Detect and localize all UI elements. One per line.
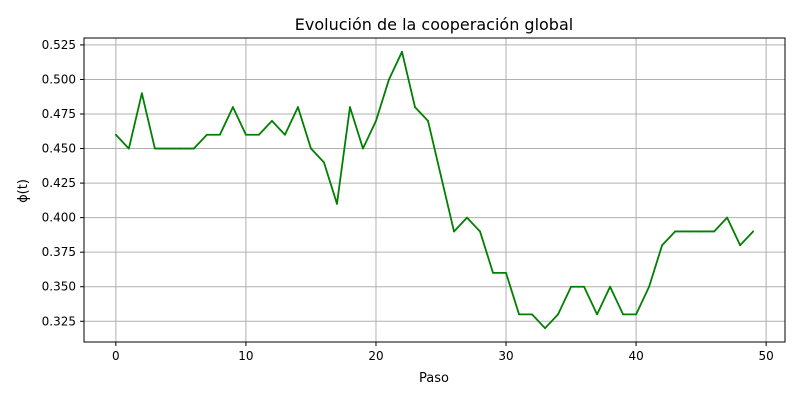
data-point xyxy=(557,313,559,316)
x-tick-label: 10 xyxy=(238,349,253,363)
data-point xyxy=(245,133,247,136)
data-point xyxy=(492,272,494,274)
data-point xyxy=(284,133,286,136)
series-group xyxy=(114,50,755,330)
y-tick-label: 0.500 xyxy=(42,72,76,86)
data-point xyxy=(531,313,533,316)
data-point xyxy=(414,106,416,108)
chart-title: Evolución de la cooperación global xyxy=(295,15,573,34)
data-point xyxy=(466,216,468,219)
plot-frame xyxy=(83,37,786,343)
data-point xyxy=(739,244,742,247)
y-tick-label: 0.475 xyxy=(42,107,76,121)
data-point xyxy=(661,244,663,247)
data-point xyxy=(219,133,221,136)
grid-lines xyxy=(84,38,785,342)
data-point xyxy=(440,175,442,178)
data-point xyxy=(297,106,299,108)
y-axis-label: ϕ(t) xyxy=(16,179,31,203)
axis-ticks: 0 10 20 30 40 50 0.325 0.350 0.375 0.400 0.425 0.45… xyxy=(42,38,774,363)
data-point xyxy=(752,230,755,233)
data-point xyxy=(700,230,703,233)
data-point xyxy=(271,120,273,122)
x-axis-label: Paso xyxy=(419,371,449,386)
data-point xyxy=(648,285,650,288)
x-tick-label: 50 xyxy=(759,349,774,363)
y-tick-label: 0.425 xyxy=(42,176,76,190)
data-point xyxy=(674,230,677,233)
data-point xyxy=(401,50,403,53)
data-point xyxy=(596,313,598,316)
data-point xyxy=(570,285,572,288)
data-point xyxy=(375,120,377,122)
data-point xyxy=(310,147,312,150)
x-tick-label: 0 xyxy=(112,349,120,363)
x-tick-label: 40 xyxy=(628,349,643,363)
data-point xyxy=(153,147,156,150)
data-point xyxy=(127,147,130,150)
data-point xyxy=(505,272,507,274)
data-point xyxy=(713,230,716,233)
data-point xyxy=(609,285,611,288)
data-point xyxy=(206,133,208,136)
data-point xyxy=(583,285,585,288)
data-point xyxy=(518,313,520,316)
data-point xyxy=(323,161,325,164)
series-line xyxy=(115,50,754,330)
y-tick-label: 0.350 xyxy=(42,280,76,294)
y-tick-label: 0.525 xyxy=(42,38,76,52)
data-point xyxy=(544,327,546,330)
y-tick-label: 0.450 xyxy=(42,142,76,156)
data-point xyxy=(479,230,481,233)
data-point xyxy=(192,147,195,150)
data-point xyxy=(362,147,364,150)
data-point xyxy=(349,106,351,108)
data-point xyxy=(336,202,338,205)
data-point xyxy=(388,78,390,81)
y-tick-label: 0.325 xyxy=(42,314,76,328)
data-point xyxy=(114,133,117,136)
data-point xyxy=(179,147,182,150)
data-point xyxy=(726,216,729,219)
data-point xyxy=(635,313,637,316)
data-point xyxy=(622,313,624,316)
y-tick-label: 0.375 xyxy=(42,245,76,259)
data-point xyxy=(453,230,455,233)
data-point xyxy=(427,120,429,122)
data-point xyxy=(258,133,260,136)
x-tick-label: 30 xyxy=(498,349,513,363)
data-point xyxy=(166,147,169,150)
y-tick-label: 0.400 xyxy=(42,211,76,225)
data-point xyxy=(687,230,690,233)
data-point xyxy=(140,92,143,95)
x-tick-label: 20 xyxy=(368,349,383,363)
data-point xyxy=(232,106,234,108)
